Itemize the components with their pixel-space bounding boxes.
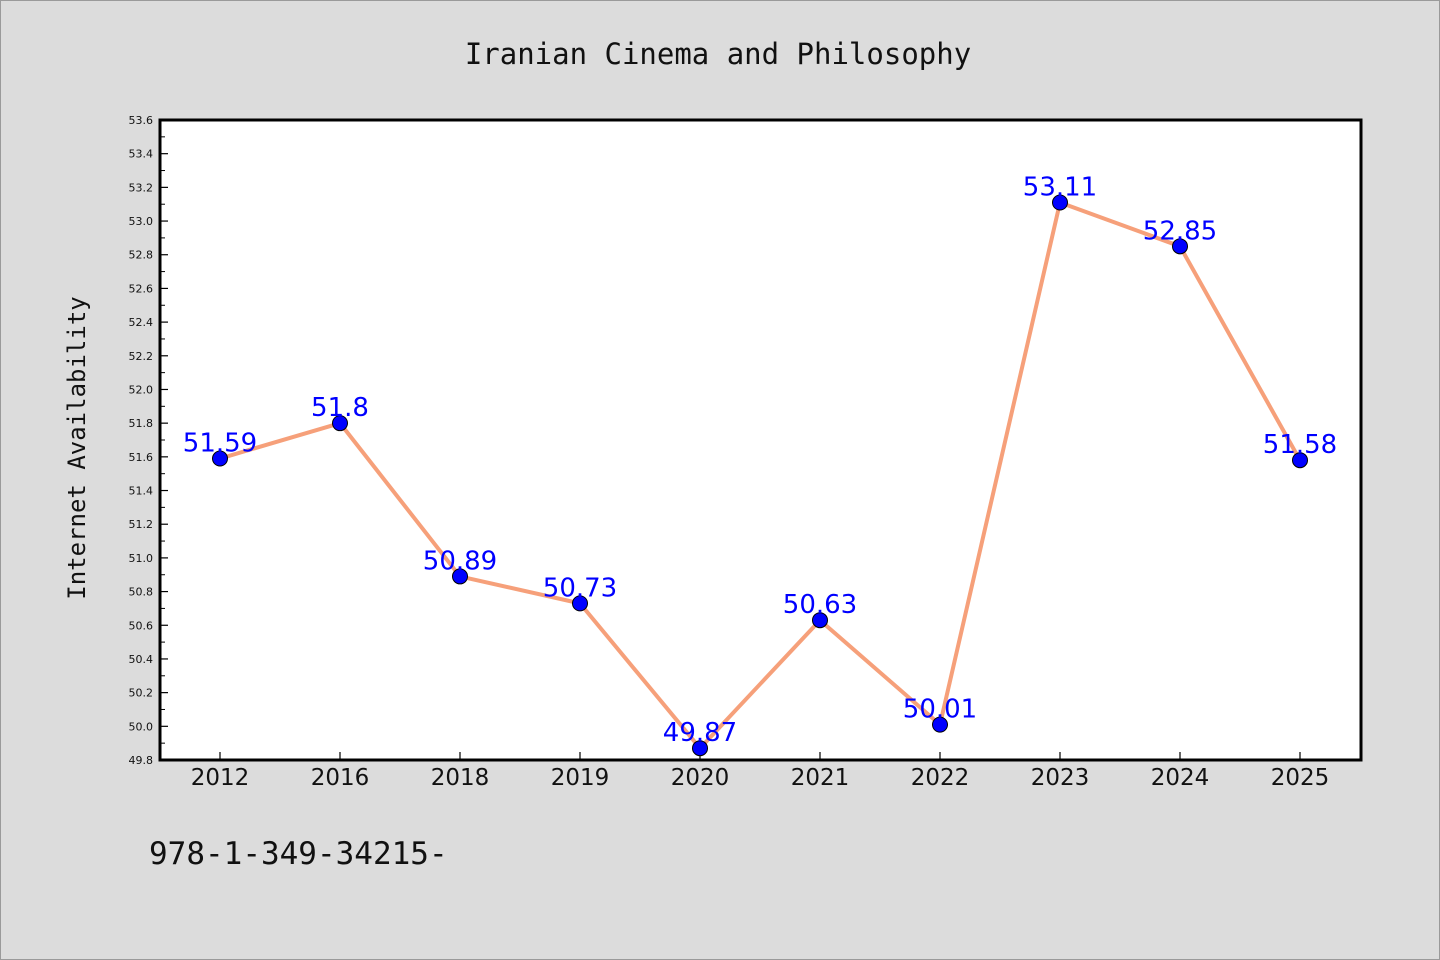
x-tick-label: 2024 (1151, 765, 1210, 791)
y-tick-label: 50.4 (129, 653, 154, 666)
y-axis-label: Internet Availability (63, 296, 91, 599)
chart-title: Iranian Cinema and Philosophy (465, 37, 971, 71)
y-tick-label: 53.4 (129, 148, 154, 161)
data-point-marker (1052, 194, 1068, 211)
data-label: 53.11 (1023, 173, 1097, 203)
plot-area (158, 118, 1363, 762)
x-tick-label: 2023 (1031, 765, 1090, 791)
data-label: 50.73 (543, 573, 617, 603)
x-tick-label: 2025 (1271, 765, 1330, 791)
y-tick-label: 52.8 (129, 249, 154, 262)
series-line (218, 200, 1302, 751)
y-tick-label: 50.8 (129, 586, 154, 599)
y-tick-label: 51.4 (129, 485, 154, 498)
y-tick-label: 51.8 (129, 417, 154, 430)
x-tick-label: 2018 (431, 765, 490, 791)
y-axis: 49.8 50.0 50.2 50.4 50.6 50.8 51.0 51.2 51.4 51.6… (129, 114, 168, 767)
data-points (212, 194, 1308, 757)
footer-isbn: 978-1-349-34215- (149, 836, 448, 872)
x-tick-label: 2012 (191, 765, 250, 791)
data-point-marker (812, 612, 828, 629)
y-tick-label: 51.6 (129, 451, 154, 464)
data-point-marker (212, 450, 228, 467)
y-tick-label: 52.2 (129, 350, 154, 363)
data-label: 50.01 (903, 695, 977, 725)
data-labels: 51.59 51.8 50.89 50.73 49.87 50.63 50.01 53.11 5… (183, 173, 1337, 749)
x-tick-label: 2021 (791, 765, 850, 791)
data-point-marker (1172, 238, 1188, 255)
data-label: 50.63 (783, 590, 857, 620)
data-point-marker (452, 568, 468, 585)
data-point-marker (1292, 452, 1308, 469)
x-tick-label: 2016 (311, 765, 370, 791)
series-line-group (218, 200, 1302, 751)
y-tick-label: 52.0 (129, 383, 154, 396)
data-point-marker (572, 595, 588, 612)
data-label: 50.89 (423, 546, 497, 576)
y-tick-label: 52.4 (129, 316, 154, 329)
y-tick-label: 50.6 (129, 619, 154, 632)
data-point-marker (332, 415, 348, 432)
x-axis: 2012 2016 2018 2019 2020 2021 2022 2023 2024 2025 (191, 752, 1330, 791)
y-tick-label: 53.0 (129, 215, 154, 228)
y-tick-label: 49.8 (129, 754, 154, 767)
data-label: 51.58 (1263, 430, 1337, 460)
y-tick-label: 50.2 (129, 687, 154, 700)
y-tick-label: 51.0 (129, 552, 154, 565)
data-point-marker (932, 716, 948, 733)
y-tick-label: 52.6 (129, 282, 154, 295)
y-tick-label: 50.0 (129, 720, 154, 733)
y-tick-label: 53.6 (129, 114, 154, 127)
data-label: 49.87 (663, 718, 737, 748)
x-tick-label: 2020 (671, 765, 730, 791)
x-tick-label: 2019 (551, 765, 610, 791)
data-label: 52.85 (1143, 216, 1217, 246)
data-point-marker (692, 740, 708, 757)
data-label: 51.8 (311, 393, 369, 423)
data-label: 51.59 (183, 429, 257, 459)
y-tick-label: 51.2 (129, 518, 154, 531)
y-tick-label: 53.2 (129, 181, 154, 194)
x-tick-label: 2022 (911, 765, 970, 791)
